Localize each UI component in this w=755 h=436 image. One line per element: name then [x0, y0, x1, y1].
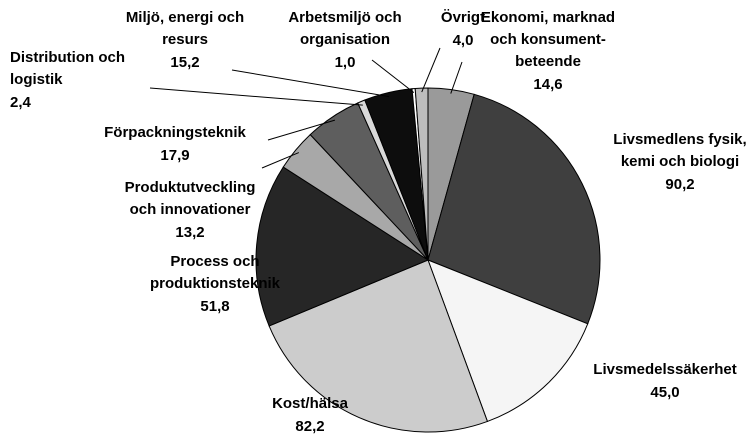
pie-slice	[427, 259, 589, 423]
slice-label: Kost/hälsa	[272, 395, 349, 412]
slice-label: kemi och biologi	[621, 153, 739, 170]
slice-label: organisation	[300, 31, 390, 48]
slice-label: och konsument-	[490, 31, 606, 48]
slice-label: Arbetsmiljö och	[288, 9, 401, 26]
slice-label: Produktutveckling	[125, 179, 256, 196]
slice-label: beteende	[515, 53, 581, 70]
slice-label: Process och	[170, 253, 259, 270]
pie-slice	[414, 87, 429, 261]
leader-line	[261, 152, 300, 169]
slice-label: Övrigt	[441, 9, 485, 26]
leader-line	[371, 59, 415, 93]
slice-value: 90,2	[665, 176, 694, 193]
slice-label: Förpackningsteknik	[104, 124, 246, 141]
slice-value: 14,6	[533, 76, 562, 93]
slice-value: 17,9	[160, 147, 189, 164]
slice-value: 45,0	[650, 384, 679, 401]
slice-value: 82,2	[295, 418, 324, 435]
slice-label: Ekonomi, marknad	[481, 9, 615, 26]
slice-label: Miljö, energi och	[126, 9, 244, 26]
slice-value: 4,0	[453, 32, 474, 49]
slice-label: Livsmedlens fysik,	[613, 131, 746, 148]
leader-line	[267, 119, 336, 141]
pie-slice	[255, 166, 430, 327]
slice-label: produktionsteknik	[150, 275, 281, 292]
slice-value: 2,4	[10, 94, 32, 111]
leader-line	[149, 87, 363, 106]
pie-slice	[268, 259, 489, 433]
slice-value: 1,0	[335, 54, 356, 71]
slice-value: 13,2	[175, 224, 204, 241]
slice-label: Distribution och	[10, 49, 125, 66]
slice-label: resurs	[162, 31, 208, 48]
pie-slice	[427, 93, 601, 325]
leader-line	[231, 69, 390, 98]
leader-line	[421, 47, 441, 93]
slice-label: och innovationer	[130, 201, 251, 218]
slice-value: 51,8	[200, 298, 229, 315]
slice-label: logistik	[10, 71, 63, 88]
leader-line	[450, 61, 463, 94]
slice-value: 15,2	[170, 54, 199, 71]
slice-label: Livsmedelssäkerhet	[593, 361, 736, 378]
